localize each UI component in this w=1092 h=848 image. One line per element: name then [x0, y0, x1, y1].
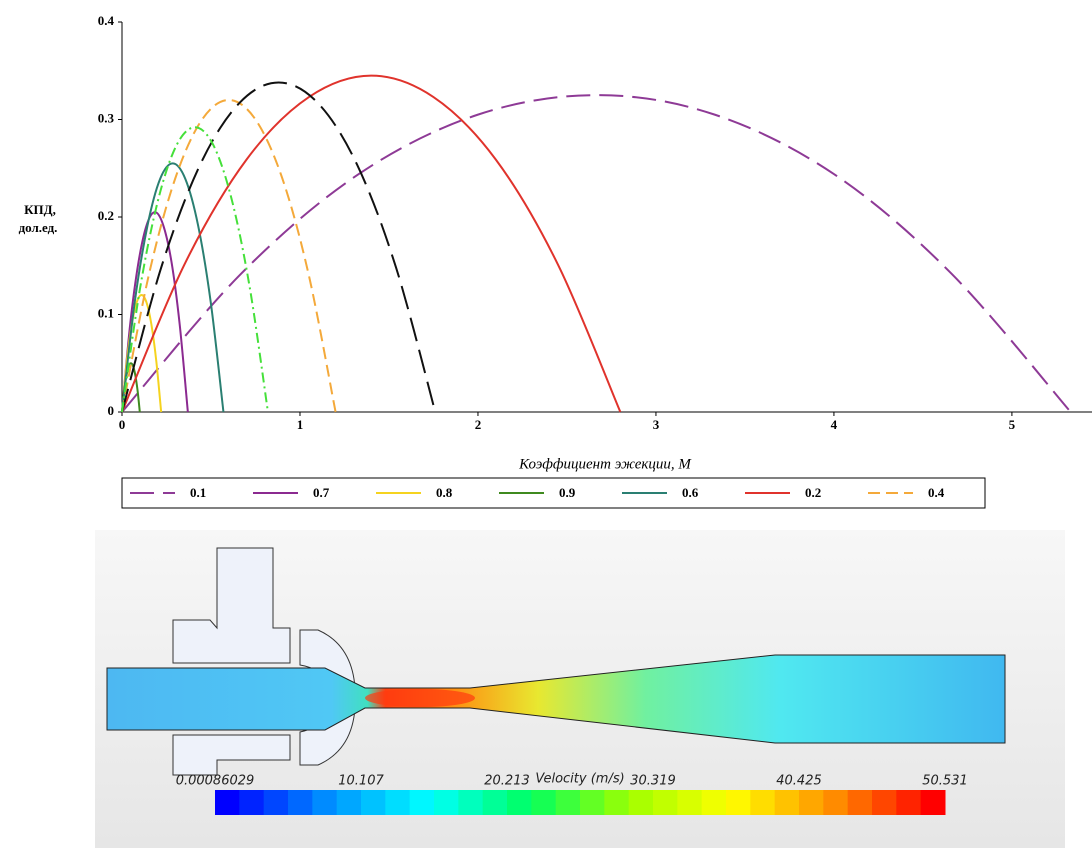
cfd-panel: Velocity (m/s) 0.00086029 10.107 20.213 30.… — [95, 530, 1065, 848]
colorbar-step — [604, 790, 629, 815]
y-axis-label: КПД, — [24, 202, 56, 217]
legend-label: 0.9 — [559, 485, 576, 500]
x-tick-label: 5 — [1009, 417, 1016, 432]
legend-label: 0.1 — [190, 485, 206, 500]
colorbar-step — [361, 790, 386, 815]
colorbar-step — [580, 790, 605, 815]
y-tick-label: 0.4 — [98, 13, 115, 28]
colorbar-step — [677, 790, 702, 815]
line-series — [122, 100, 336, 412]
y-tick-label: 0.2 — [98, 208, 114, 223]
jet-core — [365, 689, 475, 707]
colorbar-step — [239, 790, 264, 815]
y-tick-label: 0.3 — [98, 110, 115, 125]
colorbar-step — [507, 790, 532, 815]
line-series — [122, 76, 620, 412]
colorbar-step — [288, 790, 313, 815]
legend-label: 0.4 — [928, 485, 945, 500]
colorbar-step — [434, 790, 459, 815]
colorbar-step — [750, 790, 775, 815]
colorbar-tick-label: 50.531 — [922, 774, 968, 789]
colorbar-tick-label: 40.425 — [776, 774, 822, 789]
colorbar-tick-label: 10.107 — [338, 774, 384, 789]
x-tick-label: 3 — [653, 417, 660, 432]
colorbar-step — [775, 790, 800, 815]
colorbar-step — [483, 790, 508, 815]
colorbar-title: Velocity (m/s) — [535, 772, 624, 787]
line-series — [122, 95, 1071, 412]
colorbar-step — [799, 790, 824, 815]
colorbar-step — [458, 790, 483, 815]
colorbar-step — [653, 790, 678, 815]
legend-label: 0.6 — [682, 485, 699, 500]
colorbar-step — [215, 790, 240, 815]
colorbar-tick-label: 30.319 — [630, 774, 676, 789]
colorbar-step — [872, 790, 897, 815]
x-axis-label: Коэффициент эжекции, M — [518, 456, 692, 472]
colorbar-step — [629, 790, 654, 815]
y-axis-label: дол.ед. — [19, 220, 58, 235]
figure: КПД, дол.ед. Коэффициент эжекции, M 0 1 2 3… — [0, 0, 1092, 848]
colorbar-tick-label: 0.00086029 — [176, 774, 255, 789]
legend-label: 0.7 — [313, 485, 330, 500]
line-chart: КПД, дол.ед. Коэффициент эжекции, M 0 1 2 3… — [19, 13, 1092, 508]
colorbar-step — [312, 790, 337, 815]
x-tick-label: 0 — [119, 417, 126, 432]
colorbar-tick-label: 20.213 — [484, 774, 530, 789]
legend-box — [122, 478, 985, 508]
colorbar-step — [921, 790, 946, 815]
colorbar-step — [410, 790, 435, 815]
legend-label: 0.8 — [436, 485, 453, 500]
colorbar-step — [823, 790, 848, 815]
page: КПД, дол.ед. Коэффициент эжекции, M 0 1 2 3… — [0, 0, 1092, 848]
y-tick-label: 0.1 — [98, 305, 114, 320]
legend-label: 0.2 — [805, 485, 821, 500]
colorbar-step — [702, 790, 727, 815]
colorbar-step — [264, 790, 289, 815]
x-tick-label: 4 — [831, 417, 838, 432]
x-tick-label: 1 — [297, 417, 304, 432]
x-tick-label: 2 — [475, 417, 482, 432]
colorbar-step — [896, 790, 921, 815]
colorbar-step — [531, 790, 556, 815]
colorbar-step — [848, 790, 873, 815]
colorbar-step — [337, 790, 362, 815]
line-series — [122, 127, 268, 412]
colorbar-step — [556, 790, 581, 815]
colorbar-step — [385, 790, 410, 815]
y-tick-label: 0 — [108, 403, 115, 418]
colorbar-step — [726, 790, 751, 815]
line-series — [122, 212, 188, 412]
